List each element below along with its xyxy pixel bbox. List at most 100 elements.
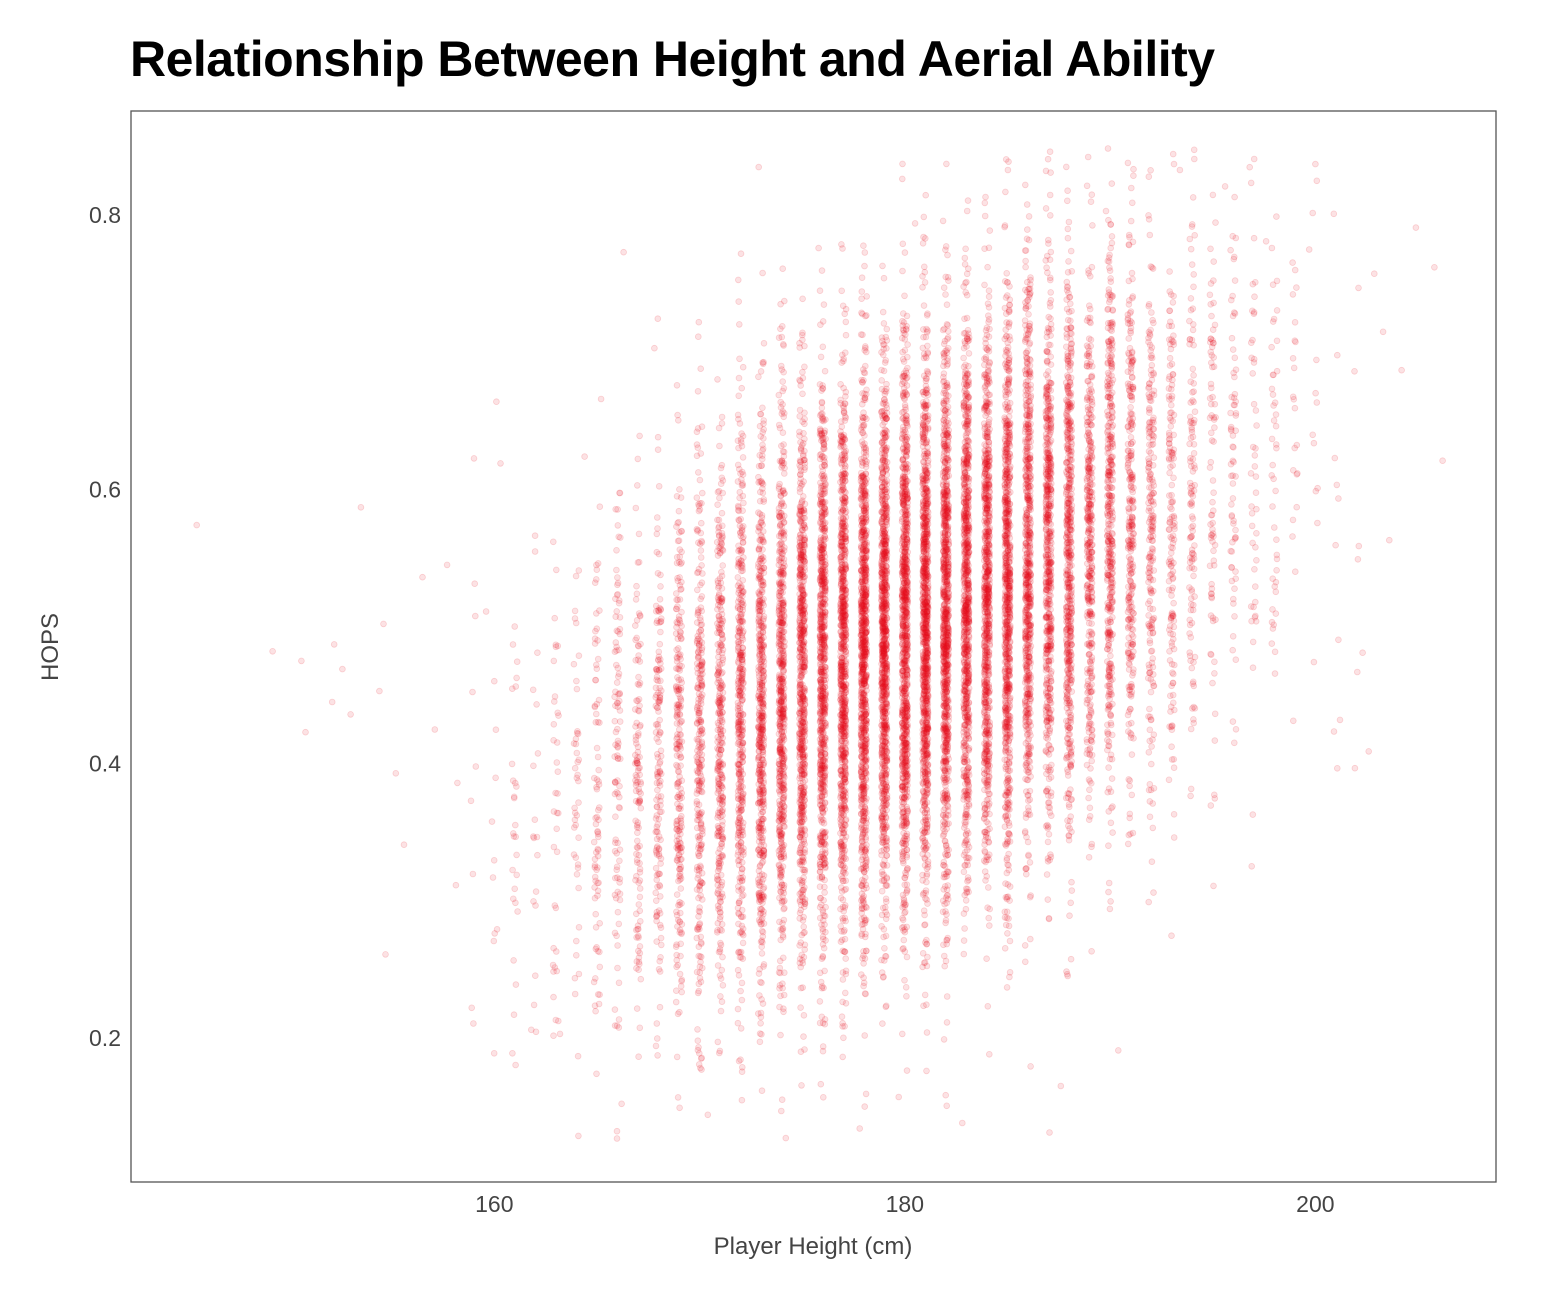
data-point xyxy=(1269,281,1277,289)
data-point xyxy=(756,1038,764,1046)
data-point xyxy=(653,1035,661,1042)
data-point xyxy=(1150,889,1157,896)
data-point xyxy=(858,274,866,282)
data-point xyxy=(904,723,911,731)
data-point xyxy=(695,318,703,326)
data-point xyxy=(1165,776,1173,784)
data-point xyxy=(1251,293,1258,301)
data-point xyxy=(942,291,949,298)
data-point xyxy=(801,653,808,661)
data-point xyxy=(881,944,888,952)
data-point xyxy=(1268,435,1276,443)
data-point xyxy=(489,874,497,881)
data-point xyxy=(1168,481,1176,489)
data-point xyxy=(614,664,622,672)
data-point xyxy=(1001,944,1009,952)
data-point xyxy=(615,803,623,811)
data-point xyxy=(1209,679,1216,687)
data-point xyxy=(758,927,766,935)
data-point xyxy=(800,1011,808,1019)
data-point xyxy=(1088,947,1095,955)
data-point xyxy=(800,923,807,931)
data-point xyxy=(920,1002,927,1010)
data-point xyxy=(471,580,479,587)
data-point xyxy=(1106,905,1114,913)
data-point xyxy=(571,607,579,615)
data-point xyxy=(899,240,907,248)
data-point xyxy=(780,512,788,520)
data-point xyxy=(1190,283,1197,291)
data-point xyxy=(862,1090,870,1098)
data-point xyxy=(488,818,496,825)
data-point xyxy=(550,1032,557,1039)
data-point xyxy=(1292,568,1299,575)
data-point xyxy=(1042,205,1050,212)
data-point xyxy=(653,514,661,521)
data-point xyxy=(1145,173,1153,181)
data-point xyxy=(677,848,685,856)
data-point xyxy=(778,322,786,330)
data-point xyxy=(1252,489,1260,497)
data-point xyxy=(1149,527,1156,535)
data-point xyxy=(613,1127,621,1135)
data-point xyxy=(842,331,850,339)
data-point xyxy=(880,933,887,941)
data-point xyxy=(613,566,620,574)
data-point xyxy=(549,538,557,546)
data-point xyxy=(985,244,993,252)
data-point xyxy=(1166,492,1173,499)
data-point xyxy=(962,897,970,904)
data-point xyxy=(799,295,806,303)
data-point xyxy=(1127,705,1134,713)
data-point xyxy=(573,870,581,878)
data-point xyxy=(1147,167,1154,174)
data-point xyxy=(862,725,869,732)
data-point xyxy=(654,433,662,441)
data-point xyxy=(757,606,764,614)
data-point xyxy=(858,288,866,295)
data-point xyxy=(1025,310,1032,318)
data-point xyxy=(1249,443,1257,451)
data-point xyxy=(796,570,804,578)
data-point xyxy=(1046,1129,1053,1136)
data-point xyxy=(1312,160,1319,168)
data-point xyxy=(964,265,972,273)
data-point xyxy=(898,175,906,183)
data-point xyxy=(961,254,969,262)
data-point xyxy=(1105,764,1112,771)
data-point xyxy=(944,697,951,705)
data-point xyxy=(1168,401,1175,409)
data-point xyxy=(903,1067,911,1074)
data-point xyxy=(1190,449,1198,457)
data-point xyxy=(982,193,989,201)
data-point xyxy=(735,374,743,382)
data-point xyxy=(818,471,826,478)
data-point xyxy=(634,455,642,463)
data-point xyxy=(554,768,562,775)
data-point xyxy=(1188,513,1196,520)
data-point xyxy=(656,758,664,766)
data-point xyxy=(637,975,645,983)
data-point xyxy=(1351,367,1358,375)
data-point xyxy=(943,160,950,168)
data-point xyxy=(780,647,787,655)
data-point xyxy=(984,884,992,891)
data-point xyxy=(672,998,680,1006)
data-point xyxy=(513,871,520,879)
data-point xyxy=(1211,737,1219,744)
data-point xyxy=(693,934,701,942)
data-point xyxy=(1148,264,1156,271)
data-point xyxy=(1128,184,1135,192)
data-point xyxy=(899,267,906,275)
data-point xyxy=(1148,858,1156,865)
data-point xyxy=(901,665,908,672)
data-point xyxy=(860,742,868,750)
data-point xyxy=(739,770,747,778)
data-point xyxy=(1065,218,1073,226)
data-point xyxy=(903,809,911,817)
data-point xyxy=(513,674,520,682)
data-point xyxy=(1248,862,1255,870)
data-point xyxy=(1231,585,1238,592)
data-points xyxy=(193,145,1446,1142)
